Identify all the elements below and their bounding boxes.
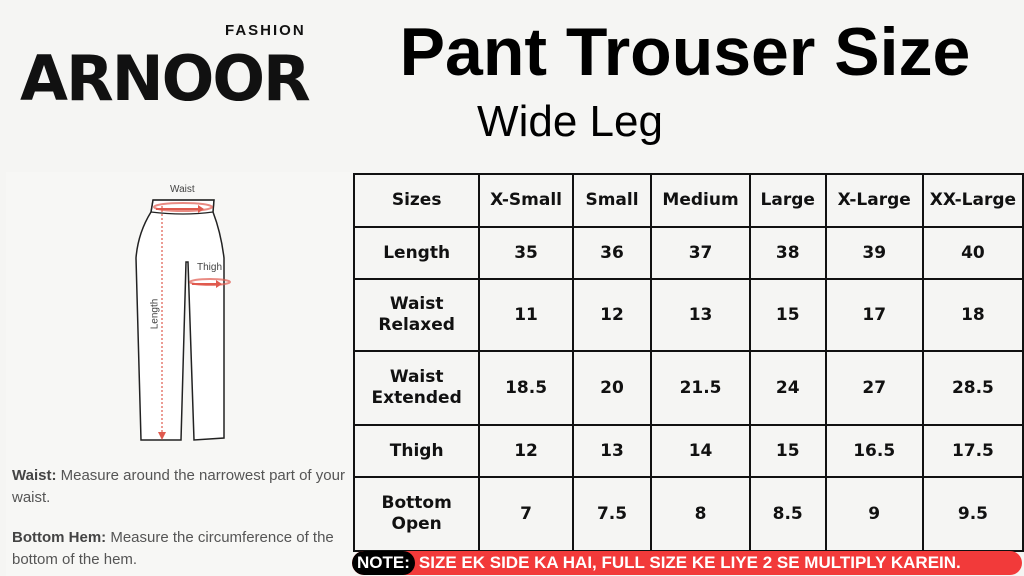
table-cell: 18.5 bbox=[478, 350, 574, 426]
waist-description: Waist: Measure around the narrowest part… bbox=[12, 465, 352, 509]
column-header: X-Large bbox=[824, 173, 924, 228]
column-header: Small bbox=[571, 173, 653, 228]
hem-description: Bottom Hem: Measure the circumference of… bbox=[12, 527, 352, 571]
table-header-row: Sizes X-Small Small Medium Large X-Large XX-La… bbox=[352, 173, 1024, 228]
table-cell: 40 bbox=[921, 226, 1024, 280]
table-cell: 15 bbox=[748, 278, 827, 352]
table-cell: 7.5 bbox=[571, 476, 653, 552]
table-cell: 37 bbox=[650, 226, 751, 280]
row-label: Waist Extended bbox=[352, 350, 481, 426]
table-cell: 14 bbox=[650, 424, 751, 478]
table-cell: 9 bbox=[824, 476, 924, 552]
column-header: Sizes bbox=[352, 173, 481, 228]
table-cell: 7 bbox=[478, 476, 574, 552]
table-cell: 11 bbox=[478, 278, 574, 352]
table-cell: 16.5 bbox=[824, 424, 924, 478]
table-cell: 28.5 bbox=[921, 350, 1024, 426]
table-row: Length 35 36 37 38 39 40 bbox=[352, 226, 1024, 280]
row-label: Bottom Open bbox=[352, 476, 481, 552]
table-row: Waist Relaxed 11 12 13 15 17 18 bbox=[352, 278, 1024, 352]
table-cell: 13 bbox=[650, 278, 751, 352]
column-header: Medium bbox=[650, 173, 751, 228]
table-cell: 18 bbox=[921, 278, 1024, 352]
row-label: Thigh bbox=[352, 424, 481, 478]
table-cell: 35 bbox=[478, 226, 574, 280]
note-text: SIZE EK SIDE KA HAI, FULL SIZE KE LIYE 2… bbox=[418, 553, 961, 572]
note-tag: NOTE: bbox=[352, 551, 415, 575]
table-row: Waist Extended 18.5 20 21.5 24 27 28.5 bbox=[352, 350, 1024, 426]
table-cell: 8 bbox=[650, 476, 751, 552]
table-cell: 38 bbox=[748, 226, 827, 280]
row-label: Waist Relaxed bbox=[352, 278, 481, 352]
note-banner: NOTE: SIZE EK SIDE KA HAI, FULL SIZE KE L… bbox=[352, 551, 1022, 575]
table-cell: 13 bbox=[571, 424, 653, 478]
table-cell: 24 bbox=[748, 350, 827, 426]
column-header: Large bbox=[748, 173, 827, 228]
length-label: Length bbox=[149, 298, 161, 330]
desc-text: Measure around the narrowest part of you… bbox=[12, 467, 345, 506]
table-cell: 39 bbox=[824, 226, 924, 280]
table-cell: 36 bbox=[571, 226, 653, 280]
row-label: Length bbox=[352, 226, 481, 280]
table-cell: 17.5 bbox=[921, 424, 1024, 478]
desc-term: Waist: bbox=[12, 467, 57, 484]
page-subtitle: Wide Leg bbox=[477, 97, 663, 146]
size-table: Sizes X-Small Small Medium Large X-Large XX-La… bbox=[352, 173, 1024, 552]
table-row: Thigh 12 13 14 15 16.5 17.5 bbox=[352, 424, 1024, 478]
table-cell: 12 bbox=[478, 424, 574, 478]
measurement-guide: Waist Thigh Length Waist: Measure around… bbox=[6, 172, 350, 576]
table-cell: 27 bbox=[824, 350, 924, 426]
desc-term: Bottom Hem: bbox=[12, 529, 107, 546]
logo-brand-text: ARNOOR bbox=[20, 42, 311, 115]
table-cell: 17 bbox=[824, 278, 924, 352]
thigh-label: Thigh bbox=[197, 262, 223, 273]
table-cell: 8.5 bbox=[748, 476, 827, 552]
table-cell: 20 bbox=[571, 350, 653, 426]
waist-label: Waist bbox=[170, 184, 195, 195]
column-header: XX-Large bbox=[921, 173, 1024, 228]
table-row: Bottom Open 7 7.5 8 8.5 9 9.5 bbox=[352, 476, 1024, 552]
table-cell: 12 bbox=[571, 278, 653, 352]
table-cell: 9.5 bbox=[921, 476, 1024, 552]
page-title: Pant Trouser Size bbox=[399, 14, 971, 90]
table-cell: 21.5 bbox=[650, 350, 751, 426]
pant-diagram-icon bbox=[135, 199, 231, 441]
brand-logo: ARNOOR FASHION bbox=[20, 22, 330, 122]
desc-text: Measure the circumference of the bottom … bbox=[12, 529, 334, 568]
table-cell: 15 bbox=[748, 424, 827, 478]
logo-sub-text: FASHION bbox=[225, 22, 306, 39]
column-header: X-Small bbox=[478, 173, 574, 228]
